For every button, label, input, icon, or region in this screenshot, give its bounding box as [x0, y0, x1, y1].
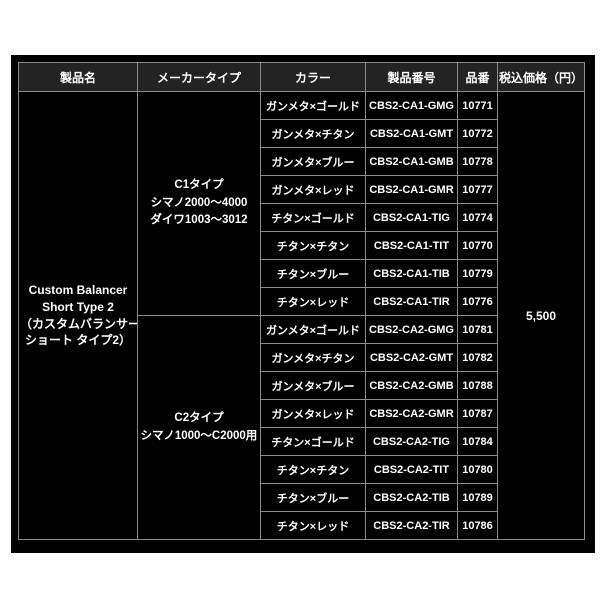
product-code-cell: CBS2-CA1-TIR: [365, 287, 458, 316]
color-cell: チタン×ゴールド: [260, 427, 366, 456]
color-cell: ガンメタ×チタン: [260, 119, 366, 148]
maker-type-line: シマノ2000〜4000: [150, 196, 248, 209]
maker-type-cell: C2タイプシマノ1000〜C2000用: [137, 315, 261, 540]
product-code-cell: CBS2-CA1-GMG: [365, 91, 458, 120]
product-code-cell: CBS2-CA1-GMB: [365, 147, 458, 176]
maker-type-cell: C1タイプシマノ2000〜4000 ダイワ1003〜3012: [137, 91, 261, 316]
product-code-cell: CBS2-CA2-GMB: [365, 371, 458, 400]
table-row: ガンメタ×ブルー CBS2-CA2-GMB 10788: [19, 371, 585, 400]
item-number-cell: 10771: [457, 91, 498, 120]
table-row: チタン×チタン CBS2-CA1-TIT 10770: [19, 231, 585, 260]
table-row: チタン×レッド CBS2-CA1-TIR 10776: [19, 287, 585, 316]
item-number-cell: 10782: [457, 343, 498, 372]
table-row: ガンメタ×チタン CBS2-CA2-GMT 10782: [19, 343, 585, 372]
maker-type-line: シマノ1000〜C2000用: [140, 429, 258, 442]
table-header-row: 製品名 メーカータイプ カラー 製品番号 品番 税込価格（円）: [18, 62, 585, 92]
product-spec-table: 製品名 メーカータイプ カラー 製品番号 品番 税込価格（円） Custom Balanc…: [18, 62, 585, 540]
product-code-cell: CBS2-CA2-TIT: [365, 455, 458, 484]
item-number-cell: 10776: [457, 287, 498, 316]
maker-type-line: ダイワ1003〜3012: [150, 214, 248, 227]
product-code-cell: CBS2-CA1-GMR: [365, 175, 458, 204]
item-number-cell: 10787: [457, 399, 498, 428]
product-name-line: Short Type 2: [42, 299, 114, 314]
column-header-color: カラー: [260, 62, 366, 92]
item-number-cell: 10780: [457, 455, 498, 484]
product-code-cell: CBS2-CA1-TIB: [365, 259, 458, 288]
product-name-cell: Custom Balancer Short Type 2 （カスタムバランサー ショー…: [18, 91, 138, 540]
product-name-line: Custom Balancer: [28, 282, 128, 297]
item-number-cell: 10786: [457, 511, 498, 540]
column-header-code: 製品番号: [365, 62, 458, 92]
color-cell: ガンメタ×ブルー: [260, 371, 366, 400]
product-code-cell: CBS2-CA2-TIR: [365, 511, 458, 540]
column-header-price: 税込価格（円）: [497, 62, 585, 92]
color-cell: チタン×チタン: [260, 455, 366, 484]
maker-type-line: C2タイプ: [174, 411, 224, 424]
table-row: ガンメタ×ブルー CBS2-CA1-GMB 10778: [19, 147, 585, 176]
price-cell: 5,500: [497, 91, 585, 540]
product-code-cell: CBS2-CA1-GMT: [365, 119, 458, 148]
item-number-cell: 10778: [457, 147, 498, 176]
color-cell: ガンメタ×ゴールド: [260, 315, 366, 344]
product-code-cell: CBS2-CA2-GMG: [365, 315, 458, 344]
product-code-cell: CBS2-CA1-TIG: [365, 203, 458, 232]
color-cell: チタン×レッド: [260, 511, 366, 540]
column-header-item: 品番: [457, 62, 498, 92]
column-header-product: 製品名: [18, 62, 138, 92]
table-row: ガンメタ×レッド CBS2-CA2-GMR 10787: [19, 399, 585, 428]
item-number-cell: 10789: [457, 483, 498, 512]
color-cell: ガンメタ×レッド: [260, 175, 366, 204]
table-row: C2タイプ シマノ1000〜C2000用 ガンメタ×ゴールド CBS2-CA2-GMG…: [19, 315, 585, 540]
item-number-cell: 10779: [457, 259, 498, 288]
item-number-cell: 10784: [457, 427, 498, 456]
item-number-cell: 10781: [457, 315, 498, 344]
product-code-cell: CBS2-CA2-GMT: [365, 343, 458, 372]
table-row: Custom Balancer Short Type 2 （カスタムバランサー ショー…: [18, 91, 585, 540]
color-cell: チタン×ゴールド: [260, 203, 366, 232]
color-cell: チタン×ブルー: [260, 483, 366, 512]
maker-type-line: C1タイプ: [174, 178, 224, 191]
product-code-cell: CBS2-CA2-GMR: [365, 399, 458, 428]
product-code-cell: CBS2-CA2-TIG: [365, 427, 458, 456]
item-number-cell: 10788: [457, 371, 498, 400]
color-cell: ガンメタ×レッド: [260, 399, 366, 428]
product-name-line: （カスタムバランサー: [20, 316, 138, 331]
color-cell: ガンメタ×ブルー: [260, 147, 366, 176]
item-number-cell: 10772: [457, 119, 498, 148]
color-cell: チタン×チタン: [260, 231, 366, 260]
color-cell: ガンメタ×ゴールド: [260, 91, 366, 120]
column-header-type: メーカータイプ: [137, 62, 261, 92]
table-row: チタン×チタン CBS2-CA2-TIT 10780: [19, 455, 585, 484]
item-number-cell: 10770: [457, 231, 498, 260]
item-number-cell: 10777: [457, 175, 498, 204]
table-row: ガンメタ×チタン CBS2-CA1-GMT 10772: [19, 119, 585, 148]
color-cell: チタン×ブルー: [260, 259, 366, 288]
product-code-cell: CBS2-CA2-TIB: [365, 483, 458, 512]
color-cell: ガンメタ×チタン: [260, 343, 366, 372]
color-cell: チタン×レッド: [260, 287, 366, 316]
table-row: チタン×レッド CBS2-CA2-TIR 10786: [19, 511, 585, 540]
table-row: チタン×ゴールド CBS2-CA2-TIG 10784: [19, 427, 585, 456]
table-row: ガンメタ×レッド CBS2-CA1-GMR 10777: [19, 175, 585, 204]
item-number-cell: 10774: [457, 203, 498, 232]
product-code-cell: CBS2-CA1-TIT: [365, 231, 458, 260]
product-name-line: ショート タイプ2）: [24, 333, 131, 348]
table-canvas: 製品名 メーカータイプ カラー 製品番号 品番 税込価格（円） Custom Balanc…: [11, 55, 595, 553]
table-row: チタン×ゴールド CBS2-CA1-TIG 10774: [19, 203, 585, 232]
